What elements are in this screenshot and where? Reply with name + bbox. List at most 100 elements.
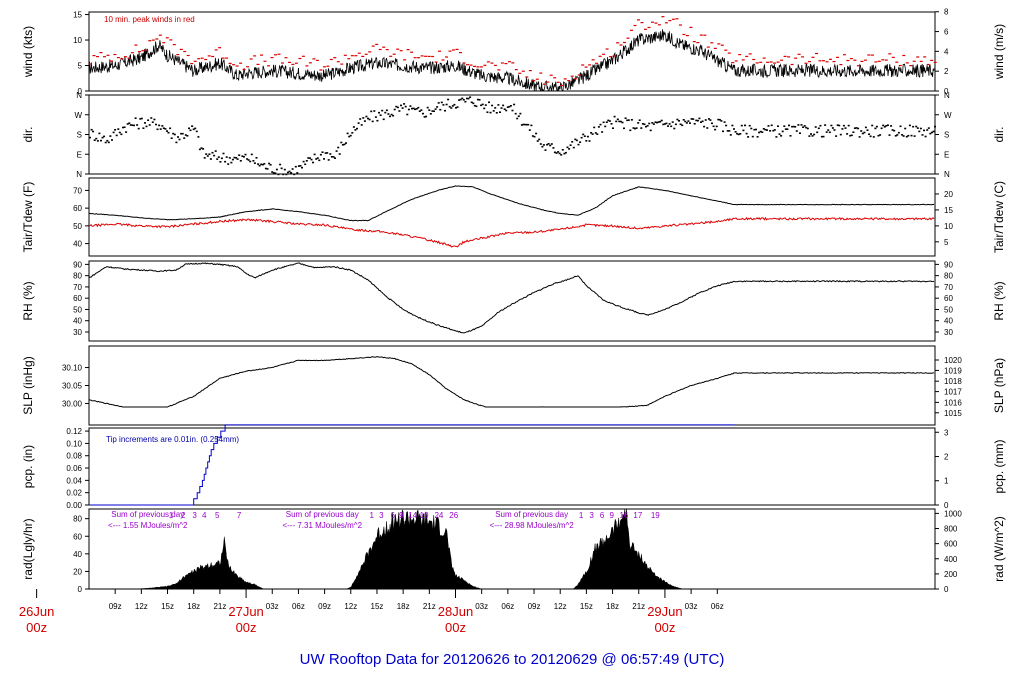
direction-point — [685, 122, 688, 124]
peak-wind-point — [567, 80, 571, 82]
direction-point — [509, 105, 512, 107]
direction-point — [555, 152, 558, 154]
direction-point — [536, 140, 539, 142]
right-tick-label-pcp: 0 — [944, 501, 949, 510]
peak-wind-point — [103, 56, 106, 58]
panel-frame-temp — [88, 177, 936, 257]
direction-point — [700, 121, 702, 123]
direction-point — [242, 156, 245, 158]
peak-wind-point — [197, 58, 201, 60]
direction-point — [651, 122, 654, 124]
peak-wind-point — [706, 46, 710, 48]
x-tick-label: 15z — [161, 602, 174, 611]
peak-wind-point — [584, 66, 588, 68]
x-tick-label: 15z — [371, 602, 384, 611]
direction-point — [852, 131, 855, 133]
peak-wind-point — [713, 47, 717, 49]
direction-point — [252, 160, 255, 162]
left-tick-label-temp: 40 — [73, 240, 82, 249]
direction-point — [492, 110, 495, 112]
direction-point — [191, 125, 194, 127]
peak-wind-point — [350, 55, 354, 57]
peak-wind-point — [640, 22, 644, 24]
day-hour-label: 00z — [236, 620, 257, 635]
direction-point — [690, 118, 693, 120]
direction-point — [151, 121, 154, 123]
peak-wind-point — [797, 53, 801, 55]
direction-point — [112, 131, 115, 134]
hour-mark-label: 9 — [609, 511, 614, 520]
peak-wind-point — [288, 61, 291, 63]
hour-mark-label: 19 — [420, 511, 429, 520]
peak-wind-point — [829, 58, 832, 60]
peak-wind-point — [549, 74, 553, 76]
peak-wind-point — [120, 58, 124, 60]
peak-wind-point — [305, 65, 309, 67]
direction-point — [327, 159, 330, 161]
right-tick-label-slp: 1015 — [944, 409, 962, 418]
direction-point — [665, 122, 668, 125]
peak-wind-point — [759, 61, 763, 63]
peak-wind-point — [703, 34, 707, 36]
direction-point — [461, 97, 464, 100]
direction-point — [769, 130, 772, 132]
x-tick-label: 18z — [397, 602, 410, 611]
direction-point — [753, 128, 756, 131]
left-tick-label-temp: 60 — [73, 204, 82, 213]
left-tick-label-rh: 90 — [73, 260, 82, 269]
direction-point — [194, 127, 197, 130]
peak-wind-point — [720, 44, 724, 46]
direction-point — [572, 146, 575, 149]
direction-point — [183, 137, 186, 139]
direction-point — [395, 105, 398, 108]
direction-point — [159, 128, 162, 130]
peak-wind-point — [867, 54, 871, 56]
direction-point — [714, 128, 717, 131]
direction-point — [114, 129, 117, 131]
peak-wind-point — [602, 53, 606, 55]
peak-wind-point — [745, 55, 749, 57]
peak-wind-point — [165, 37, 169, 39]
peak-wind-point — [748, 53, 752, 55]
peak-wind-point — [930, 59, 934, 61]
peak-wind-point — [787, 56, 791, 58]
direction-point — [456, 106, 459, 108]
left-tick-label-slp: 30.10 — [62, 364, 83, 373]
direction-point — [718, 119, 721, 121]
direction-point — [258, 164, 261, 167]
direction-point — [842, 124, 845, 127]
peak-wind-point — [647, 26, 651, 29]
direction-point — [101, 136, 104, 139]
peak-wind-point — [158, 34, 162, 36]
peak-wind-point — [682, 33, 686, 36]
direction-point — [711, 122, 713, 125]
direction-point — [275, 168, 278, 171]
direction-point — [140, 117, 143, 120]
peak-wind-point — [396, 48, 400, 50]
direction-point — [522, 123, 525, 126]
direction-point — [197, 136, 200, 138]
direction-point — [861, 132, 864, 135]
hour-mark-label: 2 — [181, 511, 186, 520]
peak-wind-point — [113, 53, 117, 56]
direction-point — [241, 155, 244, 157]
direction-point — [720, 120, 723, 122]
peak-wind-point — [452, 49, 455, 51]
direction-point — [305, 160, 308, 162]
direction-point — [729, 134, 732, 136]
direction-point — [706, 127, 709, 129]
direction-point — [219, 161, 222, 163]
direction-point — [508, 105, 511, 108]
peak-wind-point — [518, 72, 522, 74]
x-tick-label: 06z — [292, 602, 305, 611]
peak-wind-point — [438, 50, 441, 52]
direction-point — [547, 143, 550, 145]
left-tick-label-wind: 5 — [78, 62, 83, 71]
direction-point — [269, 164, 272, 166]
peak-wind-point — [546, 81, 550, 83]
right-tick-label-rh: 70 — [944, 283, 953, 292]
direction-point — [879, 134, 882, 136]
day-label: 29Jun — [647, 604, 682, 619]
direction-point — [302, 160, 305, 163]
peak-wind-point — [267, 65, 270, 67]
